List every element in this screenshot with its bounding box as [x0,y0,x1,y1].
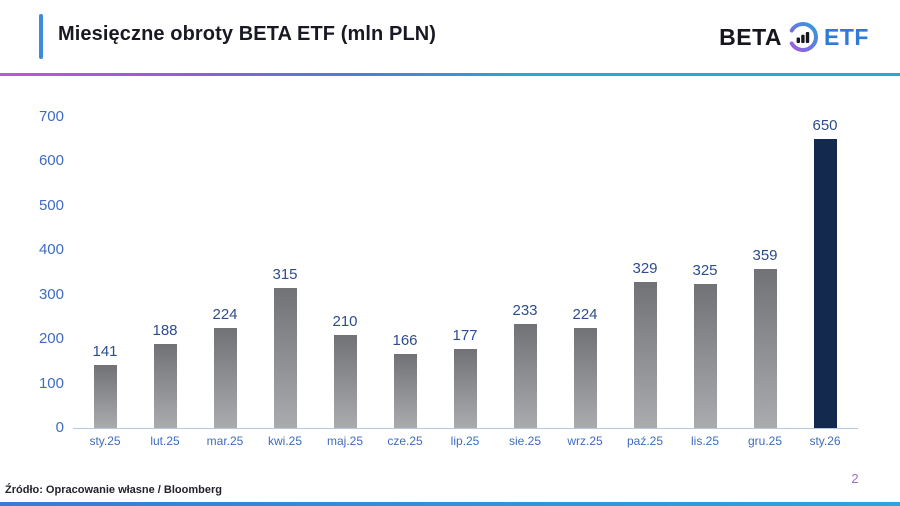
x-axis-label: wrz.25 [567,434,603,448]
bar-value-label: 233 [512,302,538,320]
bar [93,365,117,428]
x-axis-label: sty.25 [89,434,121,448]
y-axis-label: 700 [38,108,64,125]
bar [393,354,417,428]
x-axis-label: maj.25 [326,434,364,448]
bar-value-label: 329 [632,259,658,277]
bar [213,328,237,428]
bar [333,334,357,428]
x-axis-label: lut.25 [150,434,180,448]
y-axis-label: 200 [38,330,64,348]
bar [633,281,657,428]
x-axis-line [73,428,858,429]
x-axis-label: mar.25 [206,434,244,448]
x-axis-label: lip.25 [450,434,480,448]
bar [513,324,537,428]
bar-value-label: 141 [92,343,118,361]
bar [693,283,717,428]
bar [753,268,777,428]
x-axis-label: gru.25 [747,434,783,448]
bar-value-label: 650 [812,117,838,135]
y-axis-label: 0 [55,419,64,436]
x-axis-label: paź.25 [626,434,664,448]
bar [153,344,177,428]
bar [453,349,477,428]
y-axis-label: 100 [38,374,64,392]
x-axis-label: cze.25 [387,434,423,448]
y-axis-label: 400 [38,241,64,259]
y-axis-label: 300 [38,285,64,303]
x-axis-label: sie.25 [508,434,542,448]
x-axis-label: kwi.25 [267,434,302,448]
page-title: Miesięczne obroty BETA ETF (mln PLN) [58,23,437,45]
bottom-accent-bar [0,502,900,506]
bar [813,139,837,428]
bar-value-label: 224 [212,306,238,324]
bar-value-label: 188 [152,322,178,340]
bar-value-label: 325 [692,261,718,279]
y-axis-label: 600 [38,152,64,170]
source-note: Źródło: Opracowanie własne / Bloomberg [5,484,222,496]
bar [273,288,297,428]
logo-etf-text: ETF [824,23,869,50]
beta-etf-logo: BETA ETF [719,20,869,54]
page-number: 2 [851,471,859,486]
bar-value-label: 359 [752,246,778,264]
y-axis-label: 500 [38,196,64,214]
bar [573,328,597,428]
bar-chart-ring-icon [789,22,818,52]
x-axis-label: sty.26 [809,434,841,448]
bar-value-label: 224 [572,306,598,324]
title-accent-bar [39,14,43,59]
bar-value-label: 315 [272,266,298,284]
logo-beta-text: BETA [719,23,783,50]
bar-value-label: 177 [452,327,478,345]
x-axis-label: lis.25 [690,434,719,448]
bar-value-label: 166 [392,332,418,350]
bar-value-label: 210 [332,312,358,330]
header-gradient-divider [0,73,900,76]
